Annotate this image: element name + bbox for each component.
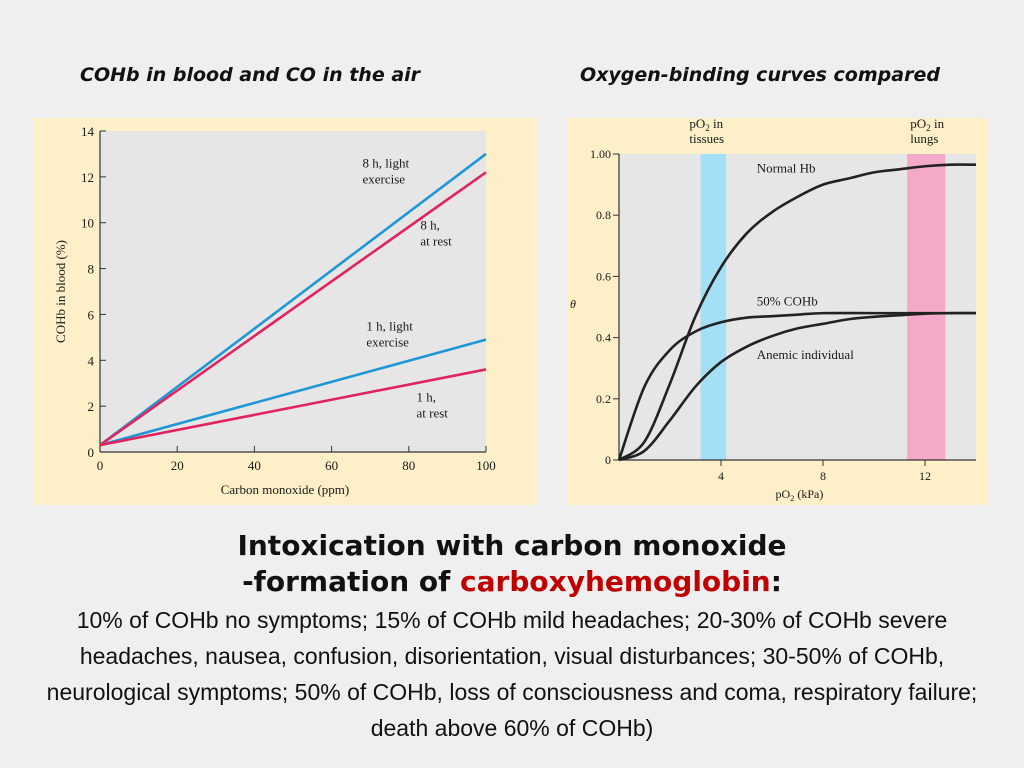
title-prefix: -formation of [242, 565, 461, 598]
left-chart-heading: COHb in blood and CO in the air [80, 64, 421, 86]
x-axis-label: pO2 (kPa) [776, 487, 824, 503]
binding-curve [617, 311, 976, 461]
y-tick-label: 0.2 [596, 392, 611, 406]
cohb-chart-panel: 0 2 4 6 8 10 12 14 0 20 40 60 80 100 Carbon monoxide (… [34, 118, 537, 505]
binding-curve [618, 311, 977, 462]
series-label: 8 h, [420, 218, 440, 233]
band-label: lungs [910, 131, 938, 146]
y-tick-label: 12 [81, 170, 94, 185]
series-label: 1 h, light [366, 318, 413, 333]
title-line-2: -formation of carboxyhemoglobin: [0, 564, 1024, 600]
x-axis-label: Carbon monoxide (ppm) [221, 482, 350, 497]
x-tick-label: 0 [97, 458, 104, 473]
x-tick-label: 60 [325, 458, 338, 473]
x-tick-label: 12 [919, 469, 931, 483]
series-label: exercise [362, 172, 405, 187]
band-label: pO2 in [910, 118, 944, 133]
x-tick-label: 4 [718, 469, 724, 483]
x-tick-label: 40 [248, 458, 261, 473]
curve-label: 50% COHb [757, 293, 818, 308]
series-label: 8 h, light [362, 156, 409, 171]
curve-label: Anemic individual [757, 347, 855, 362]
oxygen-binding-chart-panel: pO2 in tissues pO2 in lungs 0 0.2 0.4 0.6 0.8 1.0… [567, 118, 988, 505]
y-tick-label: 0 [88, 445, 95, 460]
x-tick-label: 80 [402, 458, 415, 473]
band-label: pO2 in [689, 118, 723, 133]
y-tick-label: 4 [88, 353, 95, 368]
series-line [99, 171, 487, 447]
series-line [99, 368, 487, 447]
series-line [99, 152, 487, 447]
curve-label: Normal Hb [757, 160, 816, 175]
y-tick-label: 2 [88, 399, 95, 414]
series-label: exercise [366, 334, 409, 349]
title-suffix: : [770, 565, 782, 598]
x-tick-label: 8 [820, 469, 826, 483]
y-tick-label: 8 [88, 262, 95, 277]
y-tick-label: 0.8 [596, 208, 611, 222]
symptoms-description: 10% of COHb no symptoms; 15% of COHb mil… [46, 607, 978, 741]
y-tick-label: 10 [81, 216, 94, 231]
series-line [99, 338, 487, 447]
y-tick-label: 1.00 [590, 147, 611, 161]
title-line-1: Intoxication with carbon monoxide [237, 529, 787, 562]
y-tick-label: 0.4 [596, 331, 611, 345]
y-tick-label: 14 [81, 124, 95, 139]
series-label: 1 h, [417, 390, 437, 405]
title-highlight: carboxyhemoglobin [460, 565, 771, 598]
y-tick-label: 6 [88, 307, 95, 322]
band [907, 154, 946, 460]
slide-title: Intoxication with carbon monoxide -forma… [0, 528, 1024, 600]
binding-curve [618, 163, 977, 462]
y-axis-label: COHb in blood (%) [53, 240, 68, 343]
series-label: at rest [417, 406, 449, 421]
cohb-chart: 0 2 4 6 8 10 12 14 0 20 40 60 80 100 Carbon monoxide (… [53, 124, 496, 497]
series-label: at rest [420, 234, 452, 249]
band-label: tissues [689, 131, 724, 146]
band [700, 154, 727, 460]
y-tick-label: 0 [605, 453, 611, 467]
y-tick-label: 0.6 [596, 269, 611, 283]
x-tick-label: 20 [171, 458, 184, 473]
right-chart-heading: Oxygen-binding curves compared [580, 64, 940, 86]
y-axis-label: θ [570, 297, 576, 311]
x-tick-label: 100 [476, 458, 496, 473]
